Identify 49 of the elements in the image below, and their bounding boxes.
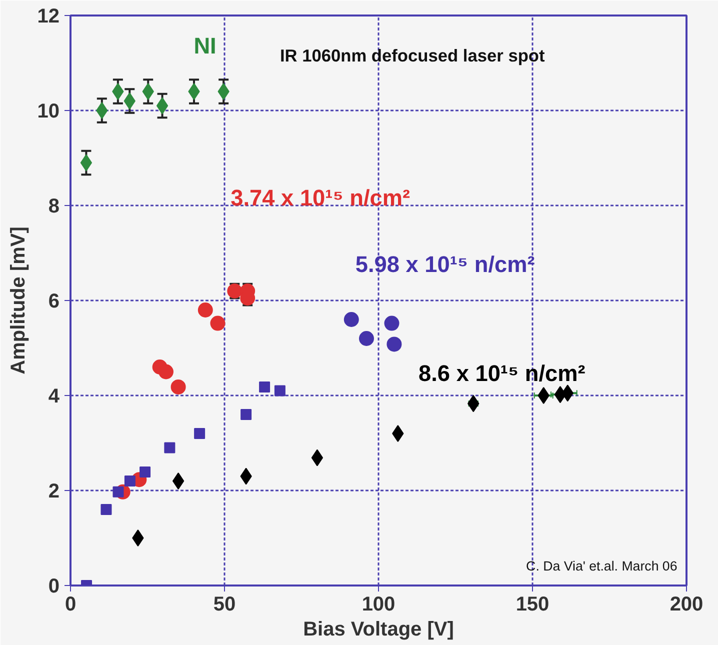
point — [124, 92, 136, 110]
point — [210, 316, 226, 331]
point — [164, 442, 176, 454]
x-tick-label: 200 — [670, 594, 704, 616]
point — [259, 381, 270, 392]
point — [80, 154, 92, 172]
x-tick-label: 0 — [64, 594, 76, 616]
y-tick-label: 10 — [37, 100, 60, 122]
point — [344, 312, 359, 327]
series-label: 5.98 x 10¹⁵ n/cm² — [355, 250, 536, 277]
point — [142, 83, 154, 100]
x-tick-label: 100 — [362, 594, 396, 616]
annotation: IR 1060nm defocused laser spot — [280, 45, 545, 66]
point — [386, 336, 402, 352]
point — [158, 364, 174, 380]
y-tick-label: 2 — [48, 480, 60, 502]
point — [170, 379, 186, 394]
y-tick-label: 0 — [48, 576, 60, 598]
point — [96, 102, 108, 119]
x-tick-label: 50 — [213, 594, 236, 616]
point — [274, 385, 286, 396]
point — [100, 504, 112, 515]
y-tick-label: 12 — [37, 6, 60, 28]
point — [124, 476, 136, 486]
point — [311, 449, 324, 466]
point — [156, 97, 168, 114]
point — [384, 316, 400, 331]
point — [132, 530, 144, 546]
y-tick-label: 6 — [48, 290, 60, 312]
y-tick-label: 4 — [48, 386, 60, 408]
annotation: C. Da Via' et.al. March 06 — [526, 558, 678, 574]
series-label: 8.6 x 10¹⁵ n/cm² — [418, 360, 586, 386]
point — [218, 83, 230, 100]
y-tick-label: 8 — [48, 196, 60, 218]
point — [240, 409, 252, 420]
y-axis-title: Amplitude [mV] — [7, 226, 30, 374]
point — [188, 83, 200, 100]
x-axis-title: Bias Voltage [V] — [303, 618, 454, 640]
point — [198, 302, 213, 318]
point — [112, 83, 124, 100]
point — [140, 466, 151, 478]
series-label: NI — [194, 32, 216, 58]
text: 3.74 x 10¹⁵ n/cm² — [230, 184, 411, 210]
point — [392, 425, 404, 442]
point — [538, 387, 550, 404]
x-tick-label: 150 — [516, 594, 550, 616]
point — [358, 331, 374, 346]
point — [194, 428, 206, 439]
point — [172, 472, 184, 490]
